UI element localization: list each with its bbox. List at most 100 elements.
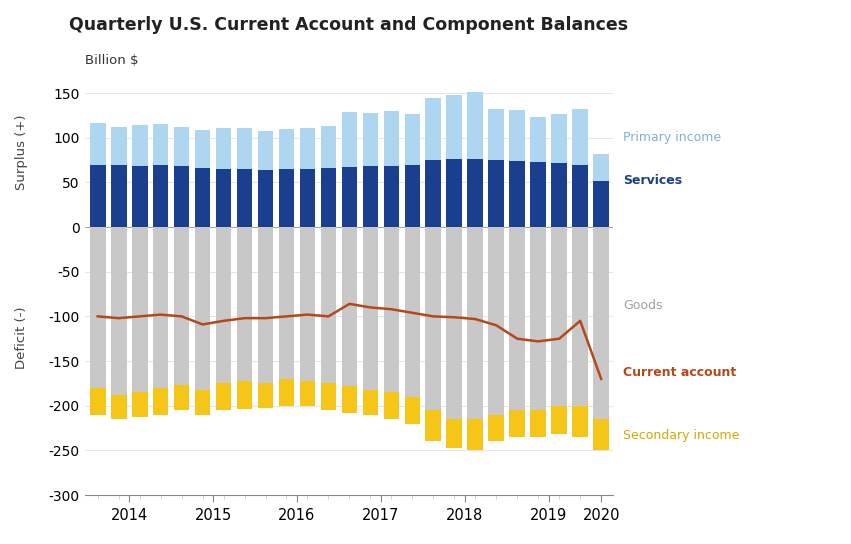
Bar [278,129,294,169]
Bar [90,164,106,227]
Bar [195,227,210,390]
Text: Primary income: Primary income [623,131,721,144]
Bar [195,168,210,227]
Bar [341,227,357,386]
Bar [467,419,483,450]
Bar [384,111,399,166]
Bar [384,227,399,392]
Bar [153,227,168,388]
Bar [593,181,609,227]
Bar [321,384,336,410]
Text: Surplus (+): Surplus (+) [14,115,28,190]
Bar [174,227,190,385]
Bar [153,125,168,164]
Bar [573,406,588,437]
Bar [215,227,231,384]
Bar [426,160,441,227]
Bar [384,166,399,227]
Bar [215,128,231,169]
Bar [488,415,504,441]
Text: Deficit (-): Deficit (-) [14,306,28,368]
Bar [321,168,336,227]
Bar [237,128,253,169]
Bar [467,159,483,227]
Bar [153,164,168,227]
Bar [551,114,567,163]
Bar [237,169,253,227]
Bar [195,129,210,168]
Bar [447,419,462,448]
Text: Quarterly U.S. Current Account and Component Balances: Quarterly U.S. Current Account and Compo… [69,16,629,34]
Text: Current account: Current account [623,366,736,379]
Bar [551,227,567,406]
Bar [300,381,316,406]
Bar [573,109,588,164]
Bar [258,384,273,409]
Bar [488,109,504,160]
Bar [510,227,525,410]
Bar [426,97,441,160]
Bar [195,390,210,415]
Bar [111,227,127,395]
Bar [90,122,106,164]
Bar [447,227,462,419]
Bar [153,388,168,415]
Bar [174,166,190,227]
Bar [300,227,316,381]
Bar [404,397,420,424]
Bar [530,117,546,162]
Bar [300,128,316,169]
Bar [321,227,336,384]
Bar [215,384,231,410]
Bar [426,410,441,441]
Bar [90,388,106,415]
Text: Services: Services [623,174,682,187]
Bar [593,419,609,450]
Bar [447,159,462,227]
Bar [132,125,147,166]
Bar [551,406,567,434]
Bar [467,92,483,159]
Bar [363,166,379,227]
Bar [300,169,316,227]
Bar [341,386,357,413]
Bar [404,164,420,227]
Bar [174,385,190,410]
Bar [258,170,273,227]
Text: Secondary income: Secondary income [623,429,740,442]
Bar [404,114,420,164]
Bar [321,126,336,168]
Bar [341,167,357,227]
Bar [363,113,379,166]
Bar [426,227,441,410]
Bar [132,227,147,392]
Bar [551,163,567,227]
Bar [215,169,231,227]
Bar [363,390,379,415]
Bar [132,166,147,227]
Bar [363,227,379,390]
Bar [90,227,106,388]
Bar [111,164,127,227]
Bar [111,395,127,419]
Bar [510,410,525,437]
Bar [237,381,253,409]
Bar [341,112,357,167]
Bar [510,110,525,161]
Bar [593,154,609,181]
Bar [488,227,504,415]
Bar [467,227,483,419]
Bar [510,161,525,227]
Bar [447,95,462,159]
Bar [258,131,273,170]
Bar [278,379,294,406]
Bar [237,227,253,381]
Text: Billion $: Billion $ [85,54,139,67]
Bar [258,227,273,384]
Bar [278,227,294,379]
Bar [384,392,399,419]
Text: Goods: Goods [623,299,662,312]
Bar [488,160,504,227]
Bar [593,227,609,419]
Bar [573,227,588,406]
